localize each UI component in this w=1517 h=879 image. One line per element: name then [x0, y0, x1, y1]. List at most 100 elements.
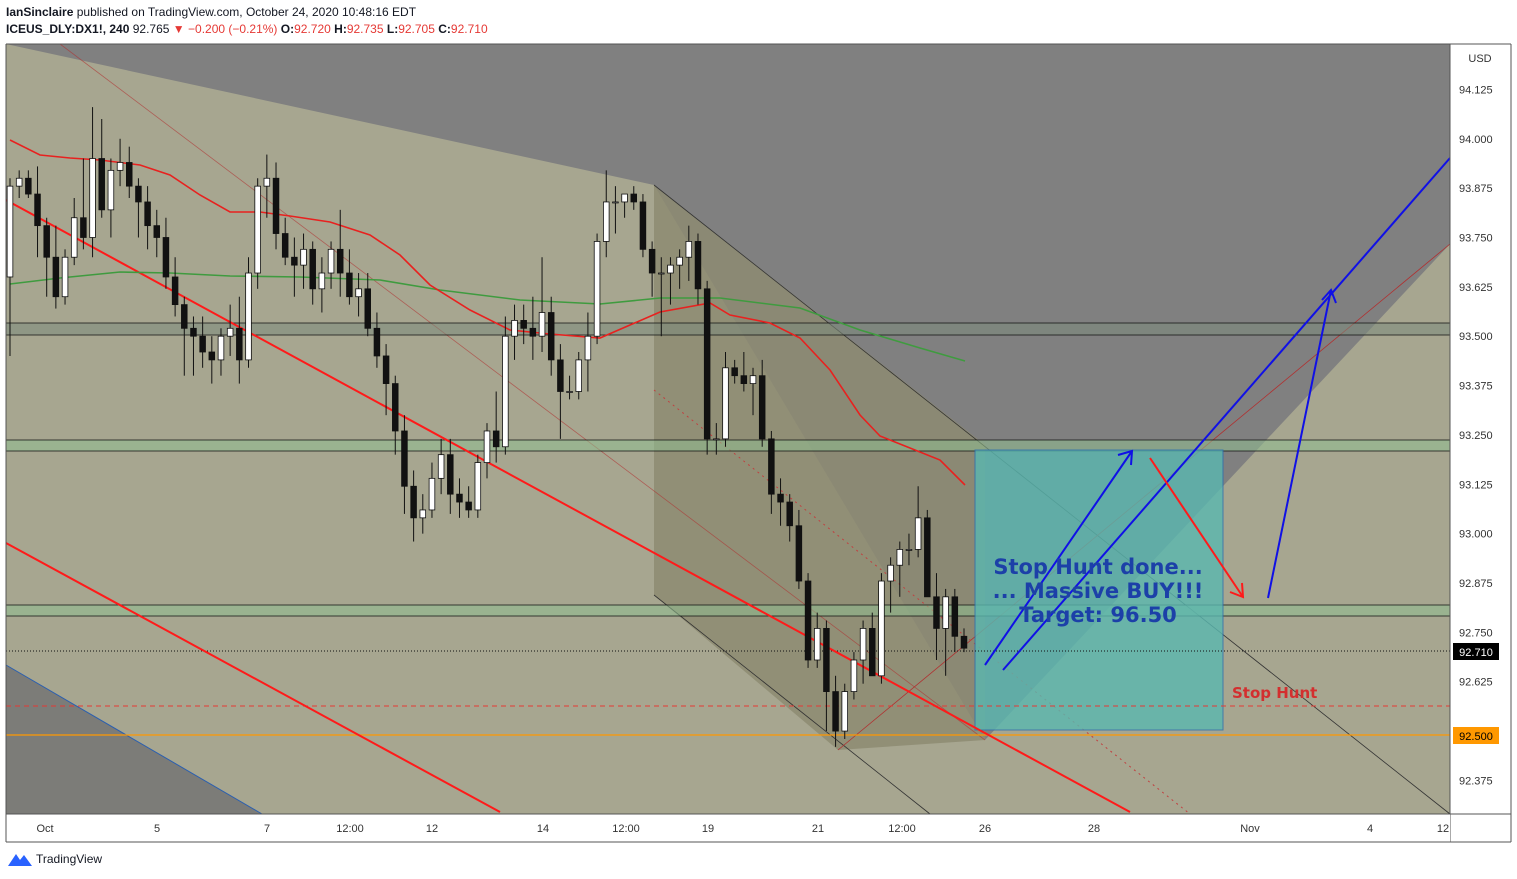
candle[interactable]	[245, 257, 252, 368]
time-axis[interactable]	[6, 814, 1450, 842]
candle[interactable]	[171, 257, 179, 317]
candle[interactable]	[603, 170, 610, 258]
candle[interactable]	[15, 170, 23, 198]
candle[interactable]	[713, 423, 720, 455]
candle[interactable]	[630, 186, 638, 210]
candle[interactable]	[813, 612, 821, 668]
candle[interactable]	[190, 316, 197, 376]
candle[interactable]	[658, 257, 665, 337]
candle[interactable]	[309, 241, 316, 305]
candle[interactable]	[272, 162, 280, 250]
candle[interactable]	[410, 470, 417, 542]
candle[interactable]	[878, 573, 885, 684]
candle[interactable]	[153, 209, 161, 258]
candle[interactable]	[373, 312, 381, 368]
candle[interactable]	[777, 478, 784, 526]
candle[interactable]	[694, 233, 702, 305]
candle[interactable]	[758, 359, 766, 447]
candle[interactable]	[61, 249, 69, 305]
candle[interactable]	[144, 186, 151, 250]
candle[interactable]	[951, 588, 959, 653]
candle[interactable]	[392, 375, 399, 455]
candle[interactable]	[98, 119, 105, 218]
symbol-label[interactable]: ICEUS_DLY:DX1!, 240	[6, 22, 130, 36]
candle[interactable]	[236, 296, 243, 384]
candle[interactable]	[465, 486, 472, 518]
candle[interactable]	[832, 675, 839, 747]
candle[interactable]	[914, 486, 922, 558]
candle[interactable]	[804, 573, 812, 668]
candle[interactable]	[612, 186, 619, 234]
candle[interactable]	[281, 217, 289, 266]
candlestick-series[interactable]	[6, 107, 968, 747]
candle[interactable]	[419, 494, 427, 534]
candle[interactable]	[841, 683, 848, 739]
candle[interactable]	[749, 367, 757, 416]
candle[interactable]	[933, 573, 940, 660]
candle[interactable]	[263, 154, 271, 218]
candle[interactable]	[575, 352, 582, 400]
candle[interactable]	[181, 296, 188, 376]
candle[interactable]	[768, 430, 775, 514]
candle[interactable]	[89, 107, 96, 258]
candle[interactable]	[639, 194, 647, 258]
candle[interactable]	[355, 273, 362, 317]
candle[interactable]	[538, 257, 546, 352]
candle[interactable]	[456, 478, 463, 518]
candle[interactable]	[731, 359, 738, 384]
candle[interactable]	[318, 257, 326, 313]
candle[interactable]	[850, 652, 858, 700]
candle[interactable]	[300, 233, 307, 289]
candle[interactable]	[199, 316, 206, 368]
candle[interactable]	[887, 557, 894, 613]
candle[interactable]	[502, 316, 509, 455]
candle[interactable]	[621, 193, 628, 218]
candle[interactable]	[254, 178, 261, 289]
candle[interactable]	[226, 304, 234, 356]
candle[interactable]	[905, 533, 913, 566]
candle[interactable]	[162, 217, 170, 289]
candle[interactable]	[116, 138, 124, 187]
candle[interactable]	[703, 280, 711, 455]
candle[interactable]	[492, 391, 500, 463]
candle[interactable]	[447, 438, 454, 514]
candle[interactable]	[960, 628, 968, 653]
candle[interactable]	[676, 249, 683, 289]
candle[interactable]	[52, 225, 60, 309]
candle[interactable]	[126, 146, 133, 198]
candle[interactable]	[70, 198, 78, 266]
candle[interactable]	[107, 158, 115, 238]
candle[interactable]	[942, 588, 949, 676]
price-axis[interactable]	[1450, 44, 1512, 814]
candle[interactable]	[217, 328, 225, 376]
candle[interactable]	[557, 344, 564, 439]
candle[interactable]	[511, 304, 518, 360]
tradingview-footer[interactable]: TradingView	[8, 852, 102, 866]
candle[interactable]	[896, 541, 904, 597]
candle[interactable]	[529, 296, 537, 360]
candle[interactable]	[786, 494, 793, 542]
candle[interactable]	[428, 462, 436, 518]
candle[interactable]	[869, 612, 876, 677]
candle[interactable]	[474, 454, 482, 518]
candle[interactable]	[34, 166, 41, 258]
candle[interactable]	[80, 158, 87, 250]
candle[interactable]	[924, 509, 931, 598]
candle[interactable]	[823, 620, 830, 732]
candle[interactable]	[437, 438, 445, 495]
candle[interactable]	[584, 312, 592, 392]
candle[interactable]	[327, 241, 335, 289]
candle[interactable]	[547, 296, 555, 376]
candle[interactable]	[291, 237, 298, 297]
candle[interactable]	[520, 304, 527, 345]
candle[interactable]	[722, 352, 729, 447]
candle[interactable]	[208, 336, 216, 384]
candle[interactable]	[795, 509, 803, 589]
candle[interactable]	[593, 233, 601, 345]
candle[interactable]	[43, 217, 50, 297]
candle[interactable]	[859, 620, 867, 684]
target-box[interactable]	[974, 449, 1224, 731]
candle[interactable]	[648, 241, 656, 297]
candle[interactable]	[336, 209, 344, 297]
